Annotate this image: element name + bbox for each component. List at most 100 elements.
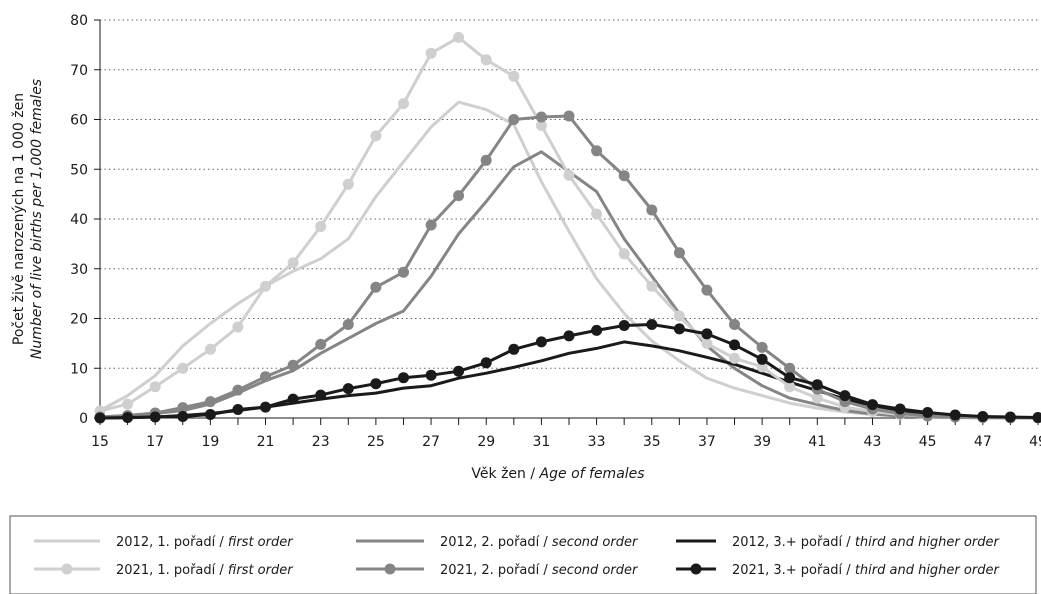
data-point <box>811 392 823 404</box>
y-tick-label: 10 <box>70 361 88 377</box>
data-point <box>535 120 547 131</box>
data-point <box>342 178 354 190</box>
data-point <box>149 381 161 393</box>
y-tick-label: 0 <box>79 411 88 427</box>
data-point <box>122 412 134 423</box>
legend-label-en: third and higher order <box>855 563 1001 578</box>
data-point <box>729 319 740 330</box>
legend-label-cz: 2012, 3.+ pořadí / <box>732 535 855 550</box>
data-point <box>315 221 327 232</box>
y-tick-label: 40 <box>70 212 88 228</box>
data-point <box>618 248 630 260</box>
x-tick-label: 17 <box>146 434 164 450</box>
data-point <box>1032 412 1041 423</box>
data-point <box>425 369 437 381</box>
data-point <box>535 111 547 123</box>
legend-label: 2021, 3.+ pořadí / third and higher orde… <box>732 563 1000 578</box>
data-point <box>977 411 989 422</box>
data-point <box>370 281 382 293</box>
data-point <box>756 341 768 353</box>
x-tick-label: 15 <box>91 434 109 450</box>
data-point <box>260 280 271 292</box>
data-point <box>701 337 713 349</box>
data-point <box>949 409 961 421</box>
data-point <box>480 54 492 66</box>
y-axis-title-cz: Počet živě narozených na 1 000 žen <box>11 93 27 345</box>
data-point <box>618 170 630 182</box>
legend-label: 2021, 2. pořadí / second order <box>440 563 639 578</box>
x-axis-title-en: Age of females <box>539 466 645 482</box>
x-tick-label: 45 <box>919 434 937 450</box>
data-point <box>287 359 299 371</box>
data-point <box>232 404 244 415</box>
legend-label-cz: 2012, 1. pořadí / <box>116 535 228 550</box>
data-point <box>563 330 575 342</box>
series-lines <box>94 31 1041 424</box>
legend-label-en: first order <box>228 535 294 550</box>
series-line <box>98 150 1040 420</box>
data-point <box>701 328 713 340</box>
data-point <box>756 353 768 365</box>
legend-label: 2012, 2. pořadí / second order <box>440 535 639 550</box>
legend-item: 2021, 1. pořadí / first order <box>34 563 294 578</box>
data-point <box>480 357 492 369</box>
data-point <box>287 257 299 269</box>
data-point <box>508 343 520 355</box>
x-tick-label: 37 <box>698 434 716 450</box>
data-point <box>673 323 685 335</box>
data-point <box>1004 411 1016 423</box>
data-point <box>480 154 492 166</box>
data-point <box>315 338 327 350</box>
data-point <box>453 365 465 377</box>
data-point <box>204 396 216 408</box>
x-axis-title-cz: Věk žen / <box>471 466 539 482</box>
series-line <box>98 114 1040 420</box>
data-point <box>508 114 520 125</box>
legend-swatch-marker <box>690 563 702 575</box>
legend-label-en: third and higher order <box>855 535 1001 550</box>
data-point <box>370 378 382 390</box>
data-point <box>563 110 575 122</box>
data-point <box>646 319 658 330</box>
x-axis-title: Věk žen / Age of females <box>471 466 644 482</box>
data-point <box>177 362 189 374</box>
legend-label-cz: 2021, 2. pořadí / <box>440 563 552 578</box>
data-point <box>894 403 906 415</box>
legend-item: 2021, 2. pořadí / second order <box>356 563 639 578</box>
x-tick-label: 35 <box>643 434 661 450</box>
series-line <box>98 100 1040 420</box>
legend-label-cz: 2012, 2. pořadí / <box>440 535 552 550</box>
legend-box <box>9 515 1037 594</box>
data-point <box>591 324 603 336</box>
series-5 <box>94 319 1041 424</box>
data-point <box>673 247 685 259</box>
y-tick-label: 30 <box>70 262 88 278</box>
data-point <box>370 130 382 142</box>
data-point <box>425 47 437 59</box>
data-point <box>232 384 244 396</box>
data-point <box>784 362 796 374</box>
data-point <box>867 399 878 411</box>
x-tick-label: 27 <box>422 434 440 450</box>
data-point <box>342 319 354 330</box>
data-point <box>398 372 409 384</box>
data-point <box>149 411 161 423</box>
legend-label: 2012, 1. pořadí / first order <box>116 535 294 550</box>
x-tick-label: 49 <box>1029 434 1041 450</box>
y-axis-title-en: Number of live births per 1,000 females <box>29 79 45 359</box>
x-tick-label: 39 <box>753 434 771 450</box>
legend-label-en: first order <box>228 563 294 578</box>
legend-item: 2012, 3.+ pořadí / third and higher orde… <box>676 535 1000 550</box>
data-point <box>232 321 244 333</box>
data-point <box>287 393 299 405</box>
x-tick-label: 31 <box>532 434 550 450</box>
legend-label-en: second order <box>552 535 639 550</box>
legend-swatch-marker <box>61 563 73 575</box>
legend-swatch-marker <box>384 563 396 575</box>
y-tick-label: 60 <box>70 113 88 129</box>
legend-item: 2012, 1. pořadí / first order <box>34 535 294 550</box>
data-point <box>398 98 409 110</box>
data-point <box>563 169 575 181</box>
data-point <box>398 266 409 278</box>
